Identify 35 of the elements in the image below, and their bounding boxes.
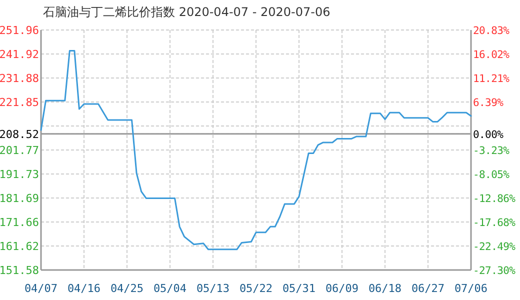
y2-tick-label: -12.86%	[473, 192, 516, 205]
x-tick-label: 06/27	[411, 282, 445, 295]
y2-tick-label: 0.00%	[473, 128, 504, 141]
y2-tick-label: 16.02%	[473, 48, 510, 61]
y2-tick-label: -27.30%	[473, 265, 516, 277]
x-tick-label: 05/31	[282, 282, 316, 295]
y-tick-label: 161.62	[0, 240, 39, 253]
y2-tick-label: -8.05%	[473, 169, 510, 182]
y2-tick-label: -22.49%	[473, 241, 516, 254]
x-tick-label: 05/13	[196, 282, 230, 295]
y2-tick-label: -17.68%	[473, 217, 516, 230]
x-tick-label: 05/22	[239, 282, 273, 295]
y-tick-label: 191.73	[0, 168, 39, 182]
line-series	[40, 50, 472, 250]
y-tick-label: 221.85	[0, 96, 39, 109]
y-tick-label: 151.58	[0, 264, 39, 277]
y-tick-label: 201.77	[0, 144, 39, 157]
y-tick-label: 241.92	[0, 48, 39, 62]
chart-title: 石脑油与丁二烯比价指数 2020-04-07 - 2020-07-06	[43, 5, 330, 19]
y-tick-label: 171.66	[0, 216, 39, 229]
y2-tick-label: -3.23%	[473, 144, 510, 157]
x-tick-label: 06/09	[325, 282, 359, 295]
x-tick-label: 04/25	[110, 282, 144, 295]
y-tick-label: 208.52	[0, 128, 39, 141]
y-tick-label: 181.69	[0, 192, 39, 206]
x-tick-label: 06/18	[368, 282, 402, 295]
x-tick-label: 07/06	[454, 282, 488, 295]
y2-tick-label: 6.39%	[473, 97, 504, 110]
x-tick-label: 05/04	[153, 282, 187, 295]
y2-tick-label: 11.21%	[473, 72, 510, 85]
y-tick-label: 231.88	[0, 72, 39, 86]
y2-tick-label: 20.83%	[473, 25, 510, 37]
y-tick-label: 251.96	[0, 24, 39, 37]
x-tick-label: 04/07	[24, 282, 58, 295]
x-tick-label: 04/16	[67, 282, 101, 295]
